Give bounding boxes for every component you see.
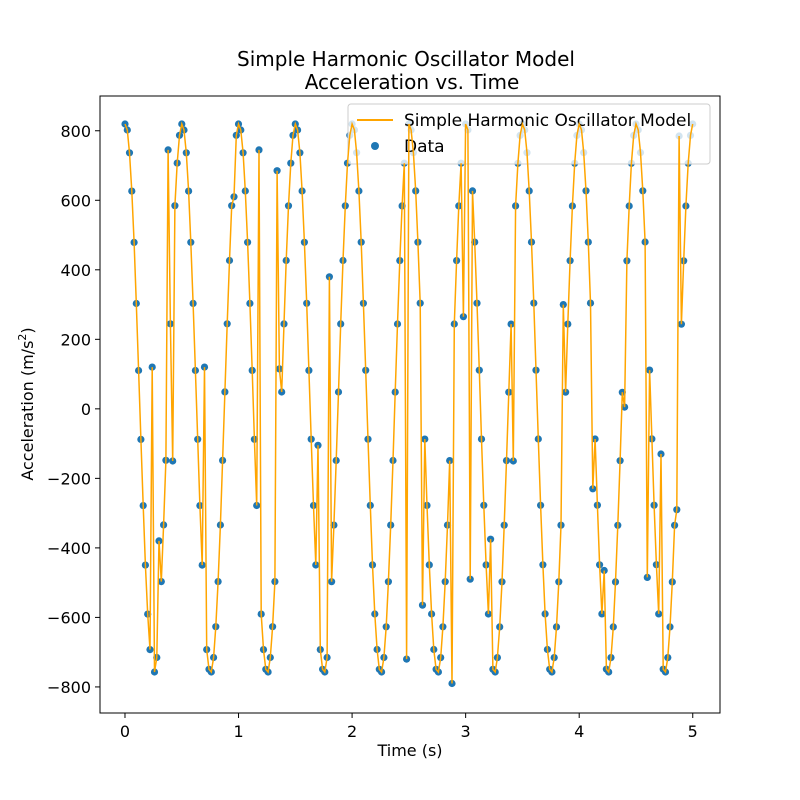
legend-label-model: Simple Harmonic Oscillator Model — [404, 111, 691, 131]
y-axis-ticks: −800 −600 −400 −200 0 200 400 600 800 — [47, 122, 100, 697]
y-tick-label: −800 — [47, 678, 91, 697]
data-point — [418, 601, 427, 609]
chart-title-line2: Acceleration vs. Time — [305, 70, 520, 94]
y-axis-label-exponent: 2 — [16, 334, 29, 341]
x-axis-ticks: 0 1 2 3 4 5 — [120, 713, 698, 741]
data-point — [466, 575, 474, 583]
legend-point-swatch — [371, 142, 379, 150]
y-tick-label: 400 — [60, 261, 91, 280]
y-tick-label: 600 — [60, 191, 91, 210]
y-tick-label: 200 — [60, 330, 91, 349]
x-tick-label: 5 — [688, 722, 698, 741]
model-line — [124, 121, 694, 684]
x-tick-label: 0 — [120, 722, 130, 741]
plot-area-frame — [99, 95, 721, 714]
chart-title-line1: Simple Harmonic Oscillator Model — [237, 47, 575, 71]
y-tick-label: −400 — [47, 539, 91, 558]
y-tick-label: 0 — [81, 400, 91, 419]
y-tick-label: 800 — [60, 122, 91, 141]
chart-title: Simple Harmonic Oscillator Model Acceler… — [237, 47, 575, 94]
legend-box — [347, 103, 711, 165]
x-tick-label: 4 — [574, 722, 584, 741]
x-tick-label: 3 — [461, 722, 471, 741]
legend: Simple Harmonic Oscillator Model Data — [347, 103, 711, 165]
legend-label-data: Data — [404, 137, 445, 157]
x-tick-label: 2 — [347, 722, 357, 741]
y-tick-label: −200 — [47, 469, 91, 488]
model-line-series — [124, 121, 694, 684]
y-tick-label: −600 — [47, 608, 91, 627]
x-tick-label: 1 — [233, 722, 243, 741]
y-axis-label: Acceleration (m/s2) — [16, 327, 37, 480]
y-axis-label-suffix: ) — [18, 327, 37, 333]
y-axis-label-prefix: Acceleration (m/s — [18, 341, 37, 481]
x-axis-label: Time (s) — [376, 741, 442, 760]
